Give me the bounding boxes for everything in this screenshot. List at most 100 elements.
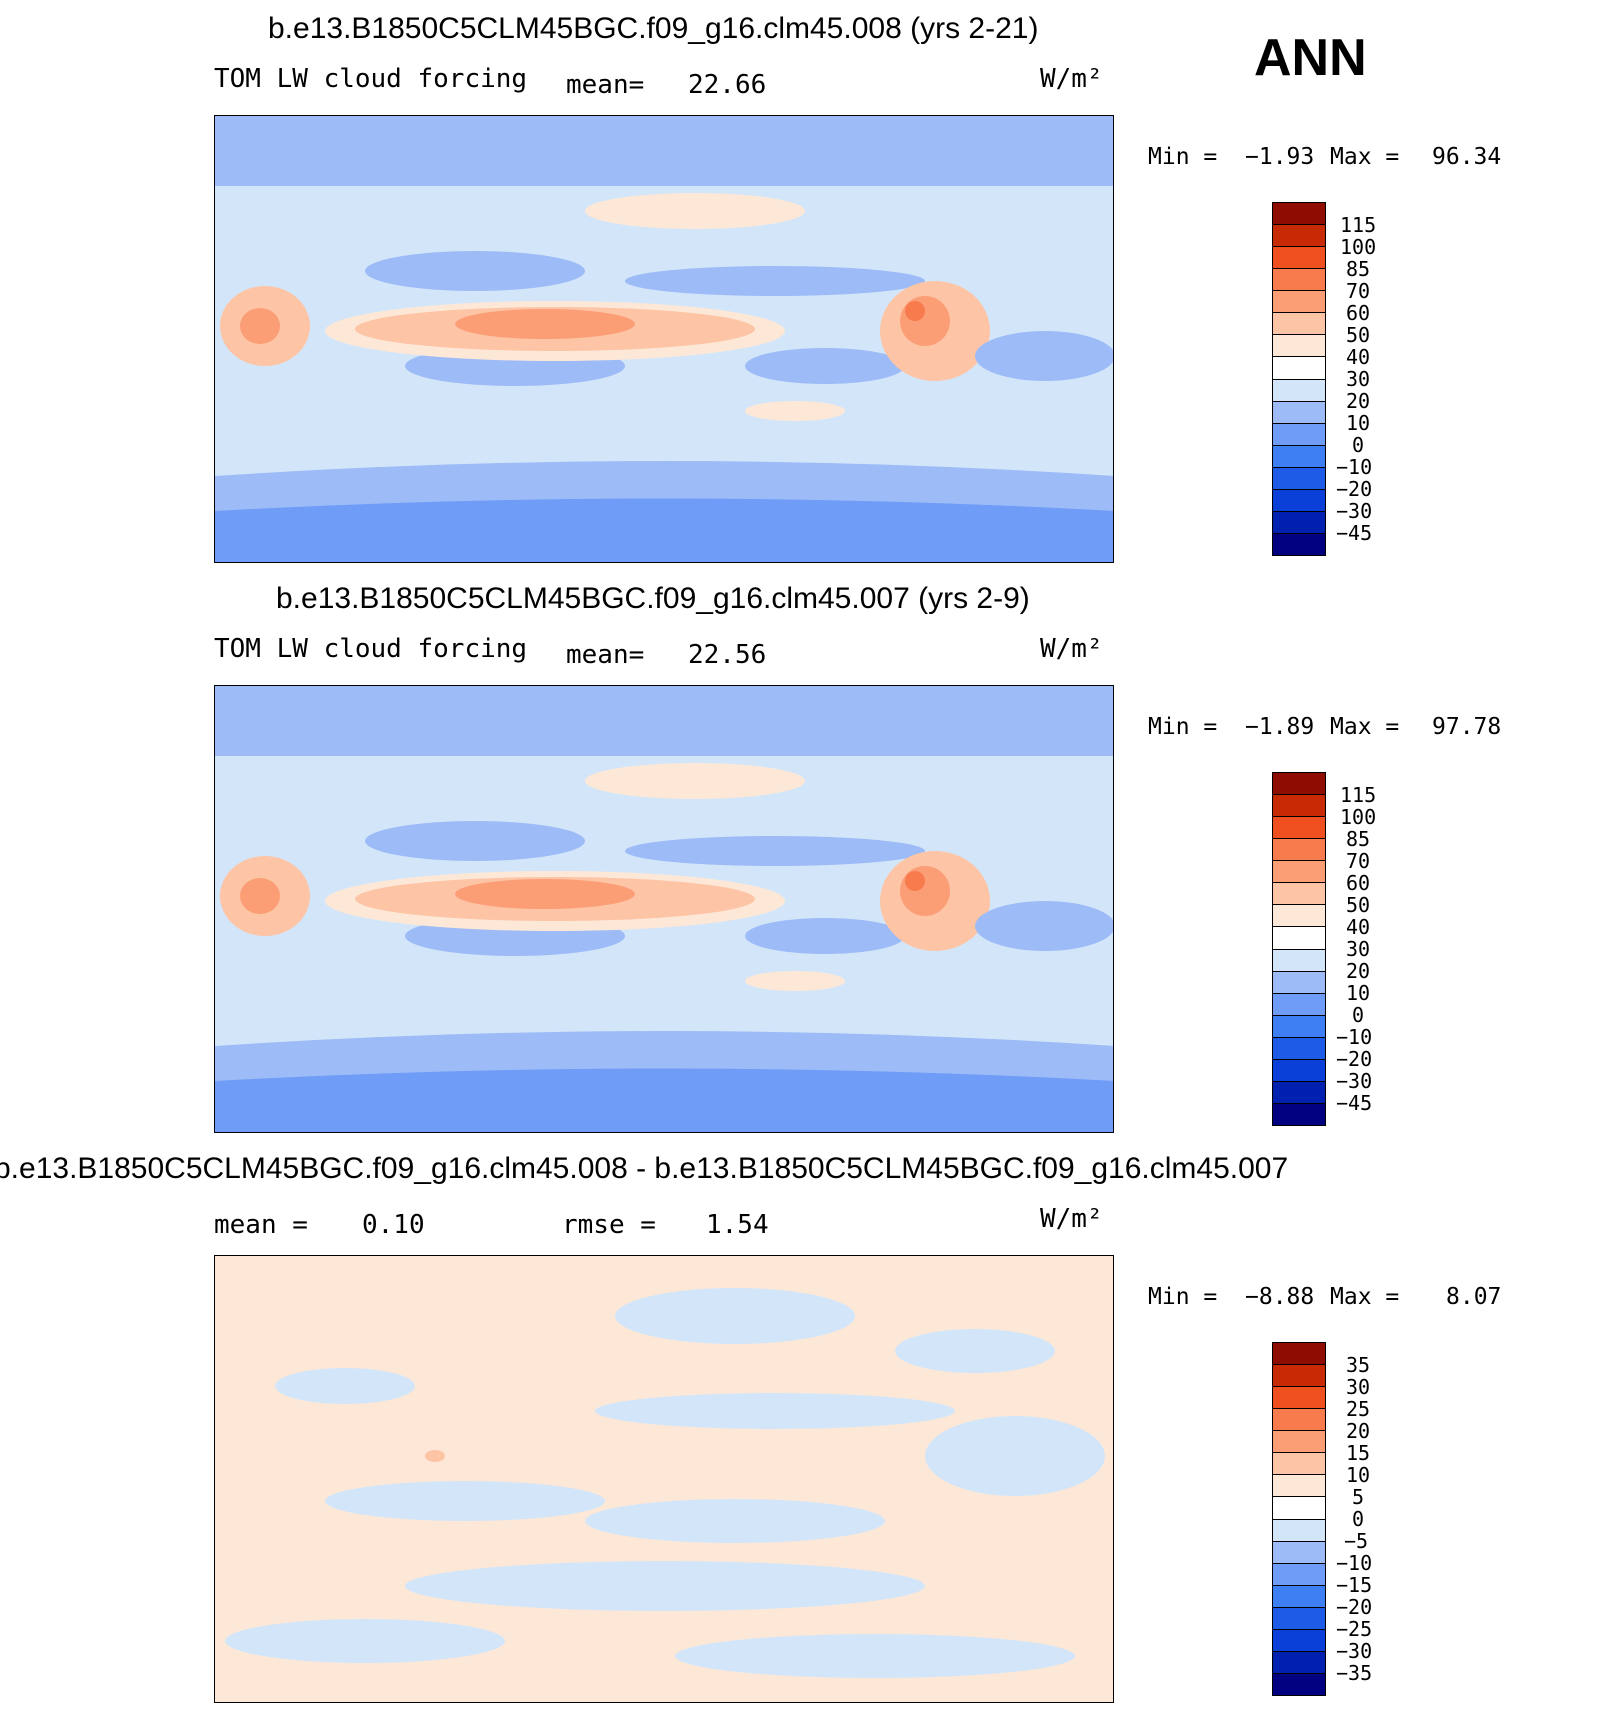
panel3-swatch bbox=[1273, 1365, 1325, 1388]
panel1-swatch bbox=[1273, 357, 1325, 380]
panel2-swatch bbox=[1273, 1015, 1325, 1038]
panel1-swatch bbox=[1273, 225, 1325, 248]
panel1-swatch bbox=[1273, 489, 1325, 512]
panel3-tick: −30 bbox=[1336, 1639, 1373, 1663]
panel1-tick: 20 bbox=[1346, 389, 1371, 413]
panel3-tick: −25 bbox=[1336, 1617, 1373, 1641]
panel1-tick: 50 bbox=[1346, 323, 1371, 347]
panel3-tick: 0 bbox=[1352, 1507, 1365, 1531]
panel1-tick: 0 bbox=[1352, 433, 1365, 457]
panel1-swatch bbox=[1273, 445, 1325, 468]
panel3-swatch bbox=[1273, 1475, 1325, 1498]
panel1-swatch bbox=[1273, 379, 1325, 402]
panel1-tick: 70 bbox=[1346, 279, 1371, 303]
panel1-min-value: −1.93 bbox=[1245, 144, 1315, 170]
panel2-mean-label: mean= bbox=[566, 640, 645, 670]
panel1-swatch bbox=[1273, 533, 1325, 555]
panel2-mean-value: 22.56 bbox=[688, 640, 767, 670]
panel2-max-label: Max = bbox=[1330, 714, 1400, 740]
panel3-max-label: Max = bbox=[1330, 1284, 1400, 1310]
panel1-tick: 115 bbox=[1340, 213, 1377, 237]
panel2-tick: −10 bbox=[1336, 1025, 1373, 1049]
panel3-max-value: 8.07 bbox=[1446, 1284, 1502, 1310]
panel3-colorbar bbox=[1272, 1342, 1326, 1696]
panel1-swatch bbox=[1273, 335, 1325, 358]
panel1-mean-value: 22.66 bbox=[688, 70, 767, 100]
panel3-tick: 15 bbox=[1346, 1441, 1371, 1465]
panel1-swatch bbox=[1273, 291, 1325, 314]
panel1-tick: −45 bbox=[1336, 521, 1373, 545]
panel3-min-value: −8.88 bbox=[1245, 1284, 1315, 1310]
panel3-rmse-label: rmse = bbox=[562, 1210, 656, 1240]
panel1-tick: 30 bbox=[1346, 367, 1371, 391]
panel1-tick: 60 bbox=[1346, 301, 1371, 325]
panel1-min-label: Min = bbox=[1148, 144, 1218, 170]
panel2-tick: 0 bbox=[1352, 1003, 1365, 1027]
panel2-swatch bbox=[1273, 1059, 1325, 1082]
panel2-tick: −20 bbox=[1336, 1047, 1373, 1071]
panel2-swatch bbox=[1273, 795, 1325, 818]
panel2-swatch bbox=[1273, 773, 1325, 796]
panel1-swatch bbox=[1273, 467, 1325, 490]
panel2-tick: 40 bbox=[1346, 915, 1371, 939]
panel1-mean-label: mean= bbox=[566, 70, 645, 100]
panel1-max-value: 96.34 bbox=[1432, 144, 1502, 170]
panel2-tick: 100 bbox=[1340, 805, 1377, 829]
panel1-tick: 40 bbox=[1346, 345, 1371, 369]
panel3-swatch bbox=[1273, 1629, 1325, 1652]
panel2-colorbar bbox=[1272, 772, 1326, 1126]
panel2-swatch bbox=[1273, 1103, 1325, 1125]
panel2-tick: 10 bbox=[1346, 981, 1371, 1005]
panel1-title: b.e13.B1850C5CLM45BGC.f09_g16.clm45.008 … bbox=[268, 12, 1039, 45]
panel1-colorbar bbox=[1272, 202, 1326, 556]
panel3-mean-value: 0.10 bbox=[362, 1210, 425, 1240]
panel1-swatch bbox=[1273, 203, 1325, 226]
panel1-map bbox=[214, 115, 1114, 563]
panel2-tick: 85 bbox=[1346, 827, 1371, 851]
panel1-max-label: Max = bbox=[1330, 144, 1400, 170]
panel3-rmse-value: 1.54 bbox=[706, 1210, 769, 1240]
panel3-tick: −15 bbox=[1336, 1573, 1373, 1597]
panel1-swatch bbox=[1273, 423, 1325, 446]
panel3-swatch bbox=[1273, 1409, 1325, 1432]
season-label: ANN bbox=[1254, 29, 1367, 87]
panel1-tick: −30 bbox=[1336, 499, 1373, 523]
panel2-tick: 50 bbox=[1346, 893, 1371, 917]
panel3-swatch bbox=[1273, 1453, 1325, 1476]
panel2-swatch bbox=[1273, 905, 1325, 928]
panel1-tick: 10 bbox=[1346, 411, 1371, 435]
panel3-swatch bbox=[1273, 1651, 1325, 1674]
panel2-variable-label: TOM LW cloud forcing bbox=[214, 634, 528, 664]
panel3-min-label: Min = bbox=[1148, 1284, 1218, 1310]
panel3-tick: −20 bbox=[1336, 1595, 1373, 1619]
panel2-tick: −45 bbox=[1336, 1091, 1373, 1115]
panel2-tick: 30 bbox=[1346, 937, 1371, 961]
panel3-tick: −5 bbox=[1344, 1529, 1369, 1553]
panel2-swatch bbox=[1273, 949, 1325, 972]
panel3-swatch bbox=[1273, 1563, 1325, 1586]
panel3-tick: 35 bbox=[1346, 1353, 1371, 1377]
panel3-map bbox=[214, 1255, 1114, 1703]
panel2-swatch bbox=[1273, 971, 1325, 994]
panel3-title: b.e13.B1850C5CLM45BGC.f09_g16.clm45.008 … bbox=[0, 1152, 1289, 1185]
panel1-units: W/m² bbox=[1040, 64, 1103, 94]
panel3-tick: 5 bbox=[1352, 1485, 1365, 1509]
panel2-swatch bbox=[1273, 993, 1325, 1016]
panel2-tick: 70 bbox=[1346, 849, 1371, 873]
panel3-swatch bbox=[1273, 1343, 1325, 1366]
panel2-tick: 115 bbox=[1340, 783, 1377, 807]
panel3-tick: 20 bbox=[1346, 1419, 1371, 1443]
panel3-swatch bbox=[1273, 1497, 1325, 1520]
panel3-swatch bbox=[1273, 1585, 1325, 1608]
panel1-swatch bbox=[1273, 401, 1325, 424]
panel2-tick: 60 bbox=[1346, 871, 1371, 895]
panel1-swatch bbox=[1273, 313, 1325, 336]
panel2-tick: −30 bbox=[1336, 1069, 1373, 1093]
panel1-swatch bbox=[1273, 511, 1325, 534]
panel3-tick: −35 bbox=[1336, 1661, 1373, 1685]
panel3-swatch bbox=[1273, 1519, 1325, 1542]
panel2-swatch bbox=[1273, 1081, 1325, 1104]
panel2-swatch bbox=[1273, 927, 1325, 950]
panel2-min-value: −1.89 bbox=[1245, 714, 1315, 740]
panel2-map bbox=[214, 685, 1114, 1133]
